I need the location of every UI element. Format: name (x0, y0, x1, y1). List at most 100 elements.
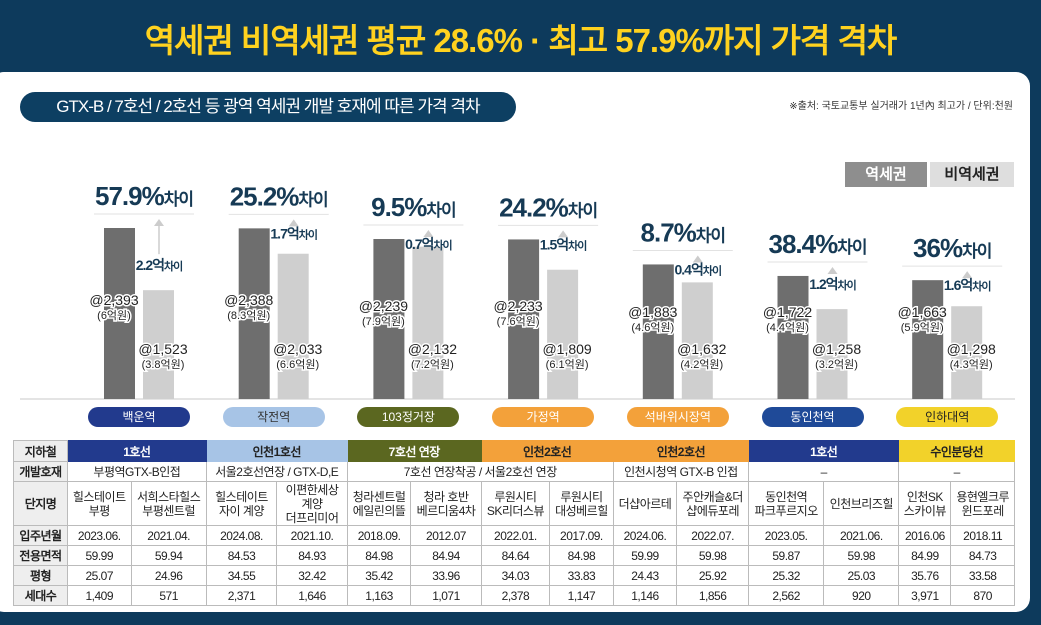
complex-name-cell: 동인천역 파크푸르지오 (748, 481, 825, 526)
complex-name-cell: 인천브리즈힐 (823, 481, 900, 526)
non-station-price-label: @1,298 (947, 341, 996, 357)
development-cell: – (898, 461, 1015, 482)
pyeong-cell: 34.03 (480, 565, 551, 586)
amount-difference-label: 1.2억차이 (809, 276, 856, 292)
bar-station (508, 239, 540, 399)
station-label: 동인천역 (761, 407, 864, 427)
non-station-price-label: @2,132 (408, 341, 457, 357)
pct-difference-label: 38.4%차이 (768, 229, 866, 259)
complex-name-cell: 루원시티 SK리더스뷰 (480, 481, 551, 526)
development-cell: 인천시청역 GTX-B 인접 (612, 461, 750, 482)
area-cell: 59.98 (823, 545, 900, 566)
station-price-sub: (4.4억원) (766, 321, 809, 334)
move-in-date-cell: 2022.07. (676, 525, 750, 546)
households-cell: 870 (950, 585, 1015, 606)
area-cell: 59.94 (130, 545, 207, 566)
page-title: 역세권 비역세권 평균 28.6% · 최고 57.9%까지 가격 격차 (144, 22, 898, 59)
bar-non-station (143, 290, 174, 399)
area-cell: 84.98 (549, 545, 614, 566)
subway-line-cell: 인천1호선 (205, 440, 348, 462)
area-cell: 84.64 (480, 545, 551, 566)
pyeong-cell: 34.55 (205, 565, 278, 586)
bar-station (373, 239, 405, 399)
bar-non-station (816, 309, 848, 399)
station-price-sub: (7.6억원) (497, 315, 540, 328)
non-station-price-sub: (4.3억원) (950, 358, 993, 371)
non-station-price-sub: (4.2억원) (680, 358, 723, 371)
pct-difference-label: 8.7%차이 (641, 217, 726, 247)
table-row: 전용면적 59.99 59.94 84.53 84.93 84.98 84.94 84.64 8… (13, 545, 1015, 566)
move-in-date-cell: 2023.06. (67, 525, 132, 546)
amount-difference-label: 0.4억차이 (675, 261, 722, 277)
area-cell: 59.99 (612, 545, 678, 566)
households-cell: 2,371 (205, 585, 278, 606)
bar-station (104, 228, 135, 399)
station-price-sub: (8.3억원) (227, 309, 270, 322)
pyeong-cell: 25.03 (823, 565, 900, 586)
move-in-date-cell: 2021.06. (823, 525, 900, 546)
non-station-price-label: @1,523 (138, 341, 187, 357)
amount-difference-label: 2.2억차이 (136, 257, 183, 273)
bar-chart: 57.9%차이 2.2억차이 @2,393(6억원) @1,523(3.8억원) 25.… (20, 181, 1015, 400)
households-cell: 920 (823, 585, 900, 606)
station-label: 가정역 (492, 407, 595, 427)
subway-line-cell: 1호선 (748, 440, 900, 462)
row-label: 평형 (13, 565, 68, 586)
chart-subtitle: GTX-B / 7호선 / 2호선 등 광역 역세권 개발 호재에 따른 가격 … (20, 92, 516, 122)
households-cell: 1,146 (612, 585, 678, 606)
move-in-date-cell: 2023.05. (748, 525, 825, 546)
table-row: 단지명 힐스테이트 부평 서희스타힐스 부평센트럴 힐스테이트 자이 계양 이편한세상 계양 더프… (13, 481, 1015, 526)
area-cell: 59.87 (748, 545, 825, 566)
move-in-date-cell: 2016.06 (898, 525, 952, 546)
move-in-date-cell: 2024.08. (205, 525, 278, 546)
arrow-head-icon (962, 271, 973, 279)
move-in-date-cell: 2017.09. (549, 525, 614, 546)
pyeong-cell: 35.42 (346, 565, 412, 586)
bar-station (238, 228, 270, 399)
pyeong-cell: 25.32 (748, 565, 825, 586)
station-label: 103정거장 (357, 407, 460, 427)
households-cell: 1,147 (549, 585, 614, 606)
station-price-sub: (5.9억원) (901, 321, 944, 334)
bar-non-station (412, 246, 444, 399)
pyeong-cell: 33.58 (950, 565, 1015, 586)
station-price-label: @1,722 (763, 304, 812, 320)
arrow-head-icon (288, 219, 299, 227)
pct-difference-label: 9.5%차이 (371, 192, 456, 222)
station-label: 인하대역 (896, 407, 999, 427)
table-row: 개발호재 부평역GTX-B인접 서울2호선연장 / GTX-D,E 7호선 연장착공 … (13, 461, 1015, 482)
station-price-label: @2,233 (493, 298, 542, 314)
bar-station (642, 264, 674, 399)
pyeong-cell: 33.96 (410, 565, 482, 586)
pct-difference-label: 24.2%차이 (499, 192, 597, 222)
pct-difference-label: 36%차이 (913, 233, 991, 263)
row-label: 단지명 (13, 481, 68, 526)
development-cell: 서울2호선연장 / GTX-D,E (205, 461, 348, 482)
row-label: 지하철 (13, 440, 68, 462)
table-row: 평형 25.07 24.96 34.55 32.42 35.42 33.96 34.03 33.… (13, 565, 1015, 586)
pct-difference-label: 57.9%차이 (95, 181, 193, 211)
bar-non-station (681, 282, 713, 399)
pct-difference-label: 25.2%차이 (230, 181, 328, 211)
area-cell: 84.98 (346, 545, 412, 566)
complex-name-cell: 루원시티 대성베르힐 (549, 481, 614, 526)
area-cell: 84.99 (898, 545, 952, 566)
row-label: 세대수 (13, 585, 68, 606)
area-cell: 59.99 (67, 545, 132, 566)
development-cell: 부평역GTX-B인접 (67, 461, 207, 482)
move-in-date-cell: 2022.01. (480, 525, 551, 546)
non-station-price-label: @1,632 (677, 341, 726, 357)
table-row: 지하철 1호선 인천1호선 7호선 연장 인천2호선 인천2호선 1호선 수인분당선 (13, 440, 1015, 462)
station-label: 작전역 (222, 407, 325, 427)
amount-difference-label: 1.7억차이 (270, 225, 317, 241)
pyeong-cell: 35.76 (898, 565, 952, 586)
bar-non-station (547, 269, 579, 399)
non-station-price-label: @1,809 (542, 341, 591, 357)
subway-line-cell: 인천2호선 (612, 440, 750, 462)
non-station-price-label: @2,033 (273, 341, 322, 357)
station-price-label: @2,388 (224, 292, 273, 308)
subway-line-cell: 1호선 (67, 440, 207, 462)
row-label: 개발호재 (13, 461, 68, 482)
arrow-head-icon (692, 255, 703, 263)
amount-difference-label: 0.7억차이 (405, 236, 452, 252)
